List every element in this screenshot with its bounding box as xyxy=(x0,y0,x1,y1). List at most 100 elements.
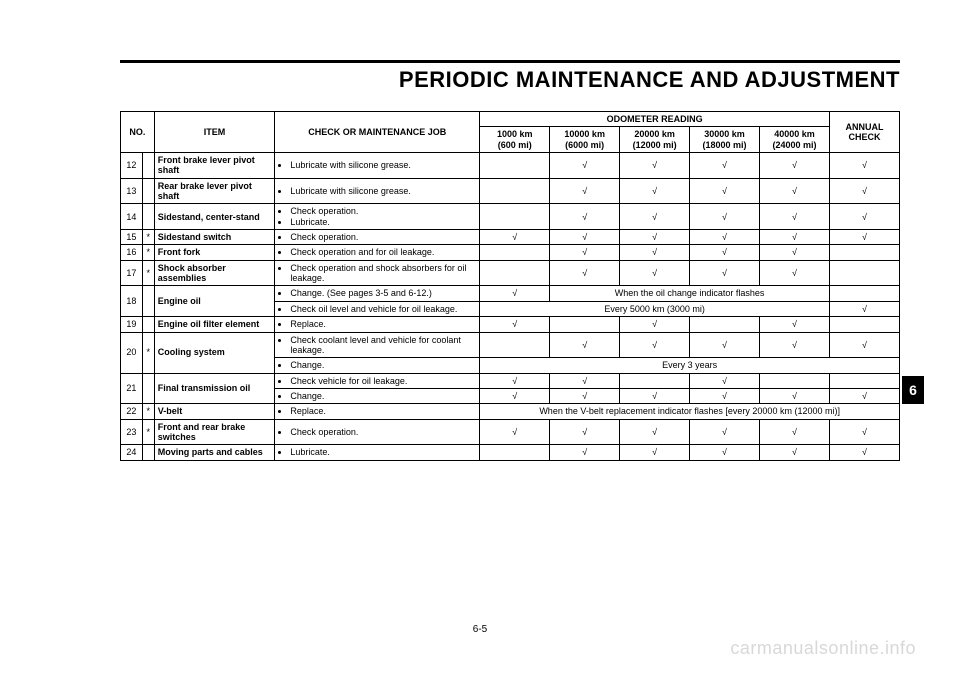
cell-check: √ xyxy=(550,373,620,388)
th-annual: ANNUAL CHECK xyxy=(829,112,899,153)
cell-item: Sidestand, center-stand xyxy=(154,204,275,230)
cell-no: 18 xyxy=(121,286,143,317)
cell-annual: √ xyxy=(829,230,899,245)
cell-annual xyxy=(829,317,899,332)
table-row: 12 Front brake lever pivot shaft Lubrica… xyxy=(121,153,900,179)
cell-check: √ xyxy=(480,286,550,301)
cell-annual: √ xyxy=(829,419,899,445)
job-text: Lubricate. xyxy=(290,217,476,227)
cell-item: Front and rear brake switches xyxy=(154,419,275,445)
cell-check: √ xyxy=(759,245,829,260)
cell-annual: √ xyxy=(829,204,899,230)
th-col-4: 30000 km(18000 mi) xyxy=(690,127,760,153)
cell-check: √ xyxy=(550,260,620,286)
cell-check: √ xyxy=(759,178,829,204)
cell-check xyxy=(480,445,550,460)
table-row: 21 Final transmission oil Check vehicle … xyxy=(121,373,900,388)
cell-no: 21 xyxy=(121,373,143,404)
cell-check: √ xyxy=(690,230,760,245)
th-mi: (24000 mi) xyxy=(772,140,816,150)
cell-item: Final transmission oil xyxy=(154,373,275,404)
cell-item: Front fork xyxy=(154,245,275,260)
cell-item: Engine oil filter element xyxy=(154,317,275,332)
cell-check xyxy=(480,178,550,204)
cell-job: Change. xyxy=(275,358,480,373)
cell-check: √ xyxy=(759,388,829,403)
cell-job: Check operation and for oil leakage. xyxy=(275,245,480,260)
table-row: 13 Rear brake lever pivot shaft Lubricat… xyxy=(121,178,900,204)
job-text: Check coolant level and vehicle for cool… xyxy=(290,335,476,356)
cell-item: Sidestand switch xyxy=(154,230,275,245)
th-item: ITEM xyxy=(154,112,275,153)
page-number: 6-5 xyxy=(473,624,487,635)
cell-note: When the V-belt replacement indicator fl… xyxy=(480,404,900,419)
cell-star xyxy=(142,286,154,317)
job-text: Change. xyxy=(290,391,476,401)
job-text: Lubricate with silicone grease. xyxy=(290,160,476,170)
cell-star: * xyxy=(142,332,154,373)
job-text: Replace. xyxy=(290,406,476,416)
cell-check: √ xyxy=(690,419,760,445)
cell-job: Check operation and shock absorbers for … xyxy=(275,260,480,286)
cell-check: √ xyxy=(620,317,690,332)
cell-item: Moving parts and cables xyxy=(154,445,275,460)
cell-item: Shock absorber assemblies xyxy=(154,260,275,286)
cell-no: 13 xyxy=(121,178,143,204)
th-mi: (12000 mi) xyxy=(633,140,677,150)
cell-check: √ xyxy=(690,153,760,179)
cell-check: √ xyxy=(550,204,620,230)
cell-check: √ xyxy=(690,388,760,403)
cell-job: Change. xyxy=(275,388,480,403)
cell-star xyxy=(142,373,154,404)
job-text: Change. (See pages 3-5 and 6-12.) xyxy=(290,288,476,298)
cell-check xyxy=(620,373,690,388)
cell-job: Check operation. xyxy=(275,230,480,245)
job-text: Check oil level and vehicle for oil leak… xyxy=(290,304,476,314)
cell-check: √ xyxy=(550,230,620,245)
cell-check xyxy=(480,153,550,179)
page: PERIODIC MAINTENANCE AND ADJUSTMENT NO. … xyxy=(0,0,960,679)
chapter-tab: 6 xyxy=(902,376,924,404)
rule-top xyxy=(120,60,900,63)
cell-check xyxy=(480,245,550,260)
cell-check: √ xyxy=(550,388,620,403)
table-row: 15 * Sidestand switch Check operation. √… xyxy=(121,230,900,245)
cell-annual: √ xyxy=(829,445,899,460)
cell-note: Every 5000 km (3000 mi) xyxy=(480,301,830,316)
cell-no: 16 xyxy=(121,245,143,260)
th-col-1: 1000 km(600 mi) xyxy=(480,127,550,153)
cell-job: Check coolant level and vehicle for cool… xyxy=(275,332,480,358)
cell-job: Replace. xyxy=(275,404,480,419)
cell-check: √ xyxy=(690,204,760,230)
job-text: Replace. xyxy=(290,319,476,329)
cell-check xyxy=(480,260,550,286)
cell-annual: √ xyxy=(829,153,899,179)
page-title: PERIODIC MAINTENANCE AND ADJUSTMENT xyxy=(120,67,900,93)
cell-annual: √ xyxy=(829,332,899,358)
th-no: NO. xyxy=(121,112,155,153)
th-col-5: 40000 km(24000 mi) xyxy=(759,127,829,153)
cell-annual xyxy=(829,245,899,260)
cell-check: √ xyxy=(550,419,620,445)
cell-item: Engine oil xyxy=(154,286,275,317)
cell-no: 22 xyxy=(121,404,143,419)
cell-star: * xyxy=(142,245,154,260)
table-row: 14 Sidestand, center-stand Check operati… xyxy=(121,204,900,230)
table-body: 12 Front brake lever pivot shaft Lubrica… xyxy=(121,153,900,461)
cell-star xyxy=(142,204,154,230)
cell-job: Replace. xyxy=(275,317,480,332)
th-km: 20000 km xyxy=(634,129,675,139)
table-row: 23 * Front and rear brake switches Check… xyxy=(121,419,900,445)
th-odometer: ODOMETER READING xyxy=(480,112,830,127)
table-row: 24 Moving parts and cables Lubricate. √ … xyxy=(121,445,900,460)
cell-annual xyxy=(829,260,899,286)
cell-no: 14 xyxy=(121,204,143,230)
cell-star xyxy=(142,317,154,332)
th-km: 10000 km xyxy=(564,129,605,139)
cell-item: V-belt xyxy=(154,404,275,419)
job-text: Lubricate. xyxy=(290,447,476,457)
cell-star: * xyxy=(142,404,154,419)
cell-check: √ xyxy=(550,245,620,260)
cell-star: * xyxy=(142,230,154,245)
th-mi: (6000 mi) xyxy=(565,140,604,150)
